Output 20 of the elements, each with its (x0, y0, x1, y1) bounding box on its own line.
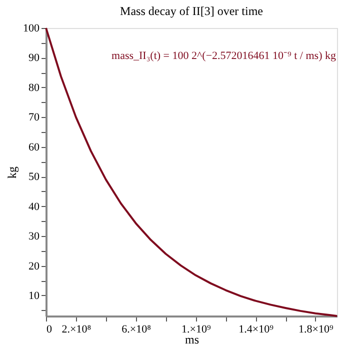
x-axis-title: ms (184, 332, 200, 346)
y-tick-label: 100 (23, 22, 40, 34)
chart-title: Mass decay of II[3] over time (120, 4, 263, 18)
y-tick-label: 30 (28, 230, 40, 243)
y-tick-label: 50 (28, 171, 40, 184)
y-tick-label: 40 (28, 200, 40, 213)
y-tick-label: 70 (28, 112, 40, 124)
y-axis-title: kg (5, 166, 19, 178)
y-tick-label: 90 (28, 52, 40, 64)
x-tick-label: 6.×10⁸ (122, 324, 152, 336)
x-tick-label: 1.8×10⁹ (298, 324, 334, 336)
y-tick-label: 60 (28, 141, 40, 154)
x-tick-label: 1.4×10⁹ (238, 324, 274, 336)
y-tick-label: 10 (28, 290, 40, 302)
x-tick-label: 0 (46, 324, 52, 336)
y-tick-label: 20 (28, 260, 40, 272)
annotation: mass_II₃(t) = 100 2^(−2.572016461 10⁻⁹ t / ms) kg (112, 50, 336, 62)
y-tick-label: 80 (28, 82, 40, 94)
x-tick-label: 2.×10⁸ (62, 324, 92, 336)
x-tick-label: 1.×10⁹ (182, 324, 211, 336)
